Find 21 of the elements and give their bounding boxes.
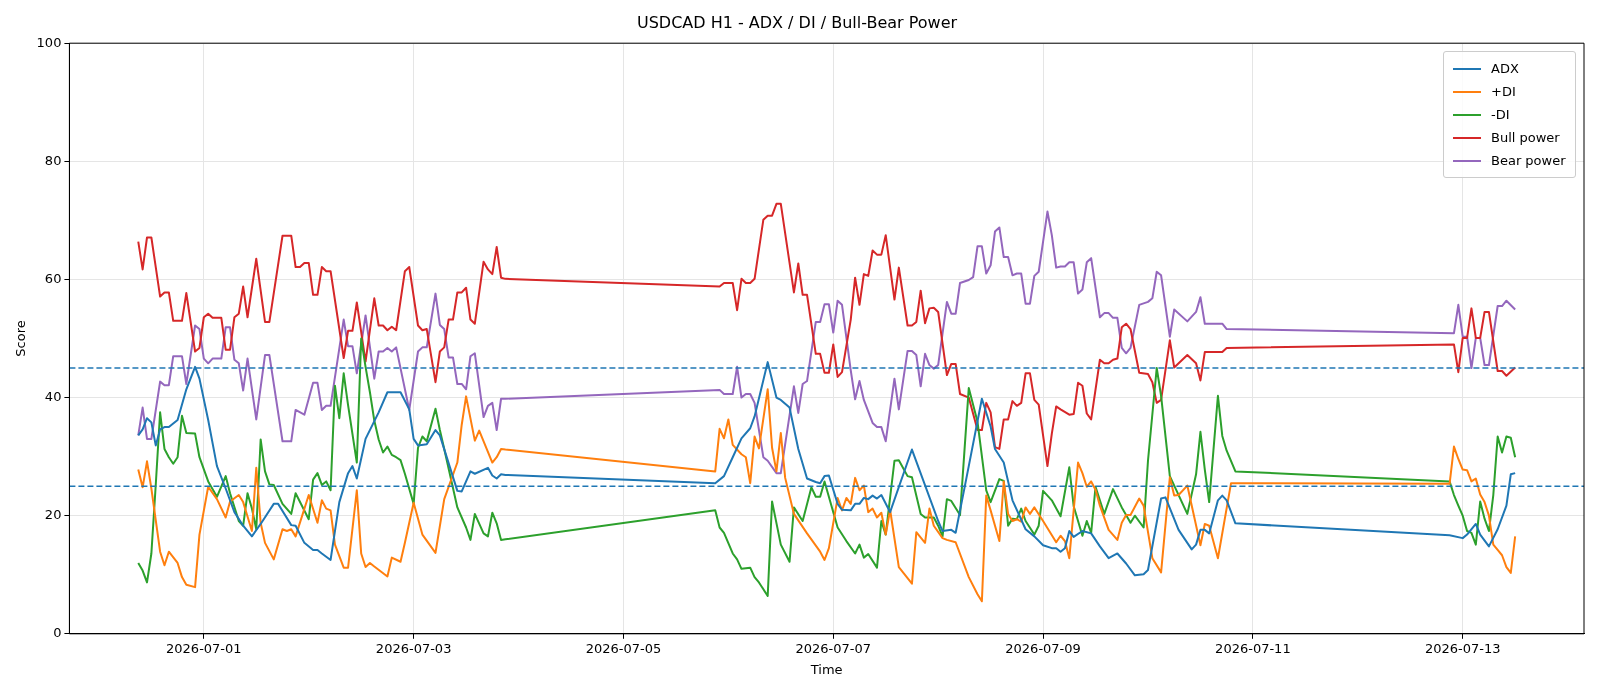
x-axis-title: Time xyxy=(809,661,843,677)
y-tick-label: 0 xyxy=(53,625,62,641)
y-tick-label: 40 xyxy=(44,388,62,404)
x-tick-label: 2026-07-07 xyxy=(795,640,872,656)
y-tick-label: 80 xyxy=(44,152,62,168)
x-tick-label: 2026-07-13 xyxy=(1424,640,1501,656)
x-tick-label: 2026-07-05 xyxy=(585,640,662,656)
legend-label: +DI xyxy=(1491,84,1516,100)
x-tick-label: 2026-07-11 xyxy=(1215,640,1291,656)
y-tick-label: 60 xyxy=(44,270,62,286)
x-tick-label: 2026-07-01 xyxy=(166,640,242,656)
x-tick-label: 2026-07-09 xyxy=(1005,640,1081,656)
legend-label: -DI xyxy=(1491,107,1510,123)
y-tick-label: 100 xyxy=(36,34,62,50)
legend-label: Bear power xyxy=(1491,153,1566,169)
x-tick-label: 2026-07-03 xyxy=(375,640,452,656)
legend-label: Bull power xyxy=(1491,130,1560,146)
chart-title: USDCAD H1 - ADX / DI / Bull-Bear Power xyxy=(636,12,958,32)
legend-label: ADX xyxy=(1491,61,1519,77)
y-tick-label: 20 xyxy=(44,507,62,523)
y-axis-title: Score xyxy=(13,320,29,357)
